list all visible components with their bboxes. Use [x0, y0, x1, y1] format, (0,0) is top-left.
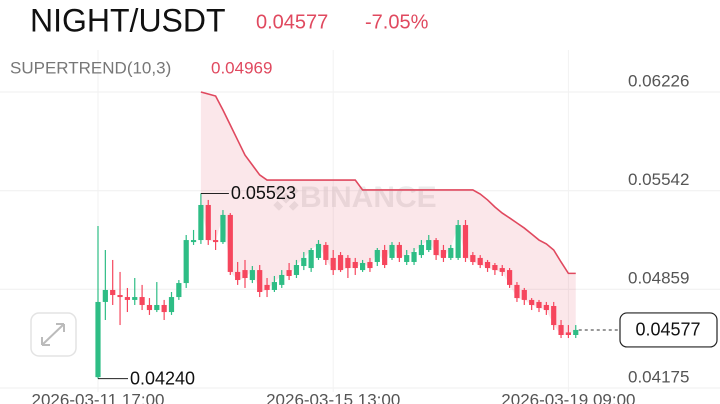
candle-body — [308, 250, 314, 269]
candle-body — [154, 304, 160, 311]
candle-body — [455, 225, 461, 258]
candle-body — [565, 332, 571, 335]
candle-body — [227, 214, 233, 272]
candle-body — [360, 262, 366, 271]
candle-body — [146, 304, 153, 311]
candle-body — [433, 240, 439, 256]
candle-body — [558, 325, 564, 335]
y-tick-label: 0.04175 — [628, 367, 689, 386]
candle-body — [440, 250, 447, 258]
x-tick-label: 2026-03-19 09:00 — [501, 390, 635, 404]
candle-body — [132, 297, 138, 300]
last-price: 0.04577 — [256, 11, 328, 33]
candle-body — [286, 270, 292, 276]
candle-body — [484, 261, 491, 269]
candle-body — [352, 261, 358, 269]
candle-body — [213, 240, 219, 243]
candle-body — [521, 289, 527, 300]
candle-body — [168, 297, 175, 313]
supertrend-line — [200, 91, 576, 275]
max-label: 0.05523 — [231, 183, 296, 203]
y-tick-label: 0.04859 — [628, 269, 689, 288]
plot: 0.06226 0.05542 0.04859 0.04175 2026-03-11 1… — [32, 71, 718, 404]
candle-body — [301, 257, 307, 267]
last-price-label: 0.04577 — [635, 320, 700, 340]
x-tick-label: 2026-03-11 17:00 — [32, 390, 165, 404]
indicator-name: SUPERTREND(10,3) — [10, 58, 171, 77]
candle-body — [337, 255, 344, 271]
indicator-value: 0.04969 — [211, 58, 272, 77]
candle-body — [345, 257, 351, 269]
candle-body — [462, 225, 469, 258]
candle-body — [529, 299, 535, 305]
candle-body — [418, 244, 424, 256]
candle-body — [257, 270, 263, 292]
watermark: BINANCE — [273, 181, 437, 214]
x-tick-label: 2026-03-15 13:00 — [266, 390, 400, 404]
candle-body — [183, 240, 189, 284]
candle-body — [205, 204, 211, 241]
candle-body — [95, 301, 101, 378]
candle-body — [573, 329, 579, 335]
candle-body — [382, 250, 388, 266]
candle-body — [536, 301, 542, 309]
candle-body — [190, 240, 197, 243]
candle-body — [139, 297, 145, 305]
candle-body — [330, 257, 336, 271]
candle-body — [374, 250, 380, 262]
candle-body — [293, 265, 300, 275]
candle-body — [323, 244, 329, 260]
candle-body — [264, 284, 270, 290]
y-tick-label: 0.05542 — [628, 170, 689, 189]
candle-body — [235, 271, 241, 281]
candle-body — [543, 304, 549, 311]
candle-body — [176, 283, 182, 298]
candle-body — [279, 274, 285, 285]
candle-body — [315, 243, 322, 258]
last-price-box — [619, 312, 718, 348]
candle-body — [404, 255, 410, 262]
candle-body — [110, 289, 116, 296]
candle-body — [507, 270, 513, 285]
expand-icon[interactable] — [41, 323, 65, 346]
candle-body — [242, 270, 248, 278]
candle-body — [249, 270, 255, 281]
candle-body — [396, 244, 402, 258]
candle-body — [389, 244, 395, 258]
candle-body — [102, 289, 108, 302]
candle-body — [367, 261, 373, 269]
candle-body — [117, 295, 123, 298]
candle-body — [411, 252, 417, 262]
expand-button[interactable] — [30, 312, 77, 357]
candle-body — [161, 304, 167, 313]
candle-body — [551, 305, 557, 326]
supertrend-fill — [200, 91, 576, 336]
candle-body — [198, 204, 204, 241]
watermark-text: BINANCE — [300, 181, 437, 214]
candle-body — [470, 255, 476, 262]
candle-body — [124, 297, 130, 300]
candle-body — [220, 214, 226, 243]
candle-body — [492, 265, 498, 271]
chart-title: NIGHT/USDT — [30, 2, 226, 38]
min-label: 0.04240 — [130, 368, 195, 388]
candle-body — [499, 268, 505, 272]
price-change: -7.05% — [365, 11, 429, 33]
candle-body — [426, 240, 432, 251]
candle-body — [477, 257, 483, 266]
y-tick-label: 0.06226 — [628, 71, 689, 90]
candle-body — [271, 282, 277, 290]
candle-body — [448, 247, 454, 258]
candle-body — [514, 284, 520, 299]
